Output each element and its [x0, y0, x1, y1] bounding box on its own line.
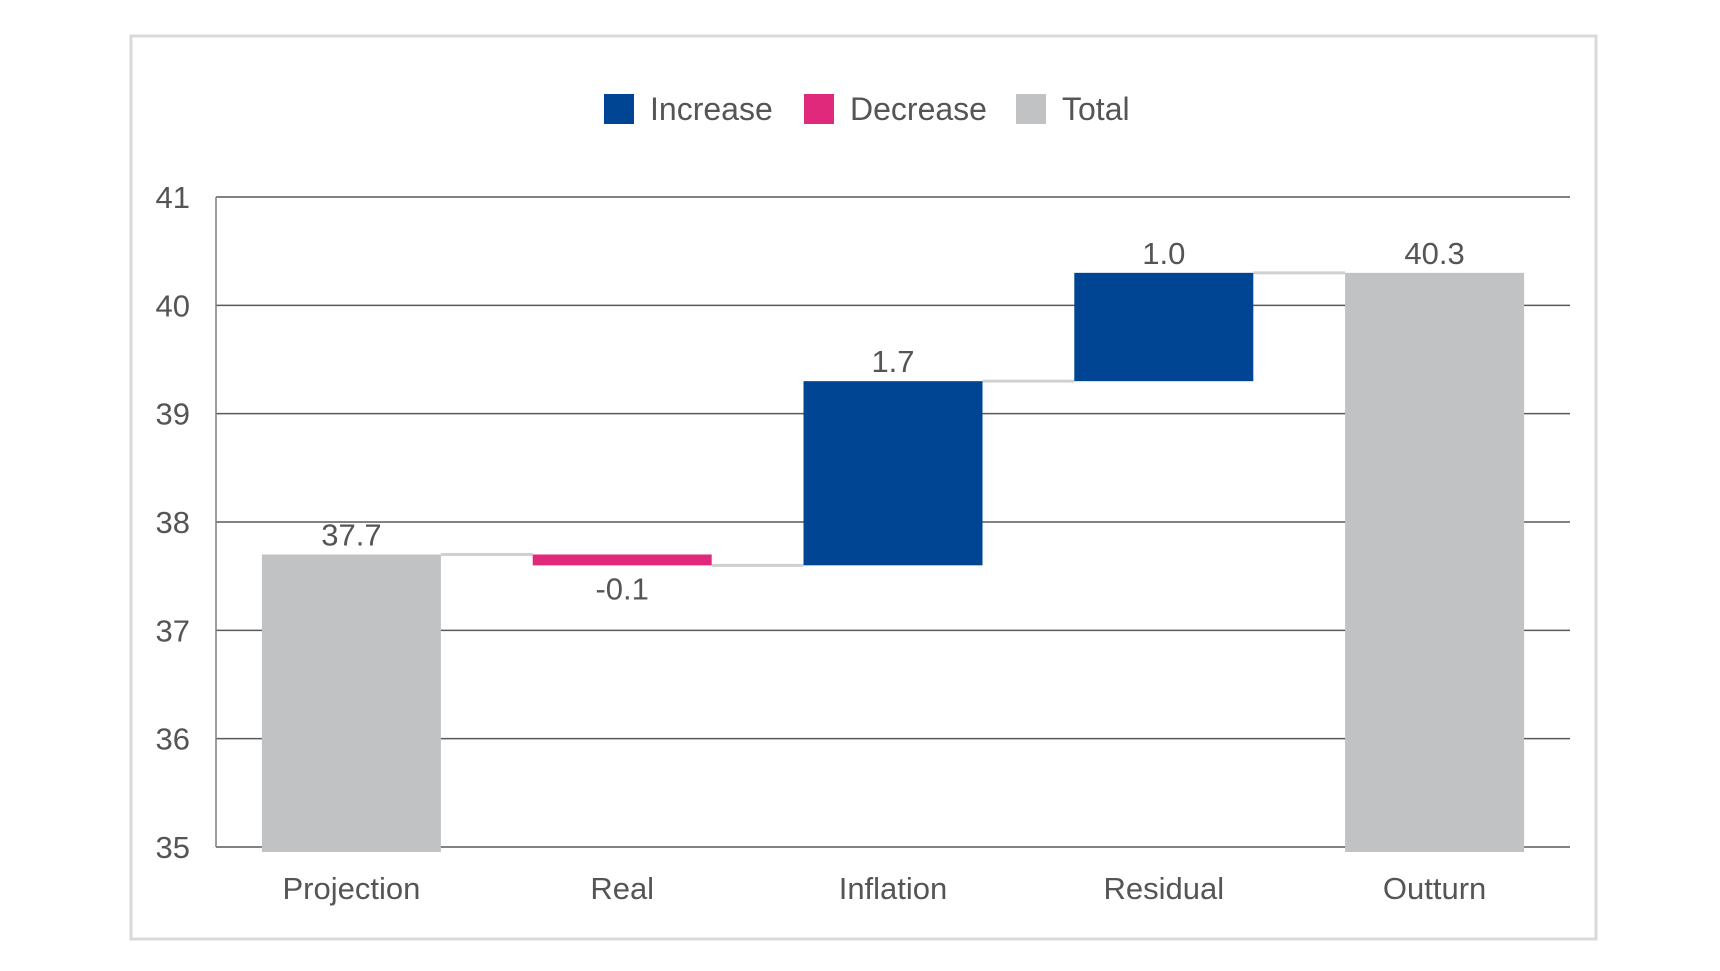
legend-label-total: Total [1062, 91, 1130, 127]
legend-swatch-increase [604, 94, 634, 124]
x-tick-label: Outturn [1383, 871, 1486, 906]
legend-swatch-total [1016, 94, 1046, 124]
x-tick-label: Real [590, 871, 654, 906]
y-tick-label: 39 [156, 397, 190, 432]
legend-label-decrease: Decrease [850, 91, 987, 127]
y-tick-label: 41 [156, 180, 190, 215]
data-label: 37.7 [321, 518, 381, 553]
y-tick-label: 37 [156, 613, 190, 648]
bars [261, 272, 1525, 852]
y-tick-label: 38 [156, 505, 190, 540]
bar-residual [1074, 272, 1254, 382]
bar-outturn [1345, 272, 1525, 852]
y-axis-ticks: 35 36 37 38 39 40 41 [156, 180, 190, 865]
y-tick-label: 40 [156, 288, 190, 323]
x-tick-label: Projection [282, 871, 420, 906]
legend-label-increase: Increase [650, 91, 773, 127]
y-tick-label: 36 [156, 722, 190, 757]
legend-swatch-decrease [804, 94, 834, 124]
x-axis-ticks: Projection Real Inflation Residual Outturn [282, 871, 1486, 906]
y-tick-label: 35 [156, 830, 190, 865]
legend: Increase Decrease Total [604, 91, 1130, 127]
x-tick-label: Inflation [839, 871, 948, 906]
data-label: 1.0 [1142, 236, 1185, 271]
data-label: 40.3 [1404, 236, 1464, 271]
bar-projection [261, 554, 441, 852]
x-tick-label: Residual [1103, 871, 1224, 906]
connectors [440, 271, 1346, 567]
gridlines [215, 196, 1570, 848]
data-labels: 37.7 -0.1 1.7 1.0 40.3 [321, 236, 1465, 606]
data-label: 1.7 [871, 344, 914, 379]
bar-inflation [803, 381, 983, 566]
bar-real [532, 554, 712, 566]
data-label: -0.1 [595, 571, 648, 606]
